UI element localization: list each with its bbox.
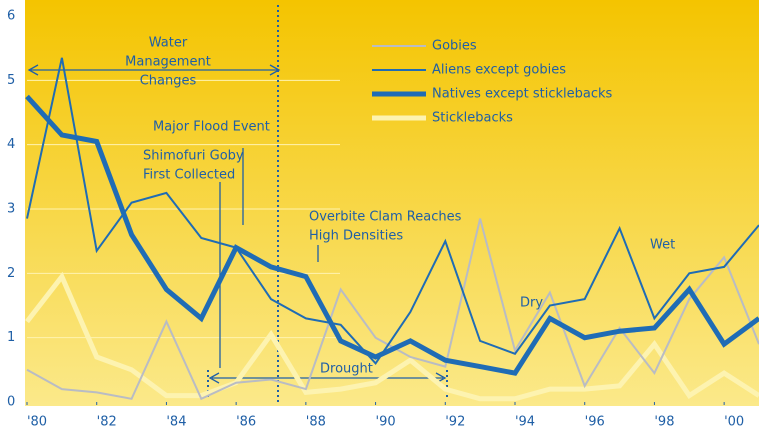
x-tick-label: '92	[445, 415, 465, 430]
x-tick-label: '82	[97, 415, 117, 430]
series-line	[26, 57, 759, 366]
y-tick-label: 4	[7, 137, 15, 152]
x-tick-label: '98	[654, 415, 674, 430]
x-tick-label: '96	[585, 415, 605, 430]
x-tick-label: '88	[306, 415, 326, 430]
series-line	[25, 94, 759, 376]
legend-label: Natives except sticklebacks	[432, 87, 613, 102]
x-tick-label: '80	[27, 415, 47, 430]
legend-label: Gobies	[432, 39, 477, 54]
y-tick-label: 1	[7, 330, 15, 345]
annotation: Management	[125, 55, 211, 70]
annotation: Dry	[520, 296, 543, 311]
x-tick-label: '90	[376, 415, 396, 430]
legend-label: Sticklebacks	[432, 111, 513, 126]
y-tick-label: 5	[7, 73, 15, 88]
series-line	[25, 271, 759, 402]
annotation: Drought	[320, 362, 373, 377]
annotation: Overbite Clam Reaches	[309, 210, 462, 225]
annotation: Changes	[140, 74, 197, 89]
annotation: Major Flood Event	[153, 120, 270, 135]
x-tick-label: '00	[724, 415, 744, 430]
annotation-lines	[27, 5, 448, 402]
y-tick-label: 6	[7, 9, 15, 24]
legend-label: Aliens except gobies	[432, 63, 566, 78]
annotation: High Densities	[309, 229, 403, 244]
annotation: Water	[149, 36, 188, 51]
annotation: Shimofuri Goby	[143, 149, 244, 164]
y-tick-label: 3	[7, 202, 15, 217]
annotation: Wet	[650, 238, 675, 253]
y-tick-label: 0	[7, 395, 15, 410]
x-tick-label: '86	[236, 415, 256, 430]
annotation: First Collected	[143, 168, 235, 183]
x-tick-label: '84	[166, 415, 186, 430]
x-tick-label: '94	[515, 415, 535, 430]
y-tick-label: 2	[7, 266, 15, 281]
